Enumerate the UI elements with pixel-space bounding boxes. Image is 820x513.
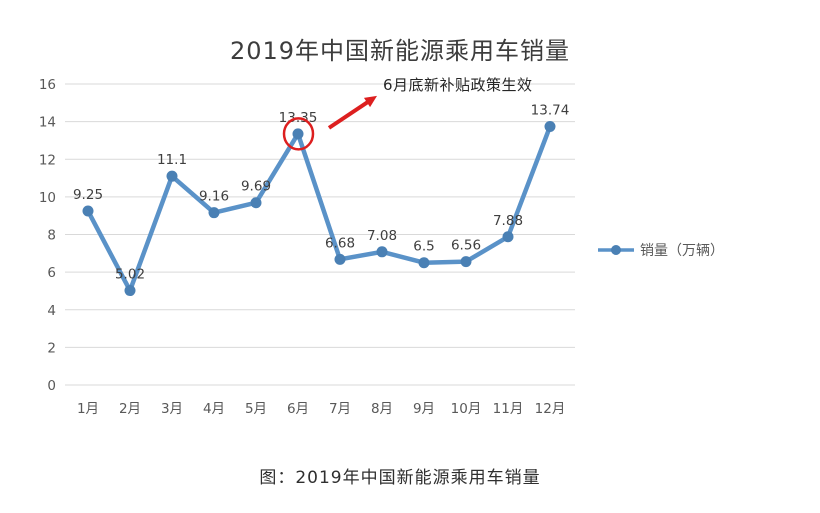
annotation-arrow-head [363,95,377,108]
x-axis-label: 8月 [371,401,393,417]
data-point-marker [208,207,220,219]
data-point-marker [334,253,346,265]
data-point-label: 13.74 [531,103,570,119]
data-point-label: 11.1 [157,152,187,168]
data-point-marker [166,170,178,182]
x-axis-label: 1月 [77,401,99,417]
data-point-label: 7.08 [367,228,397,244]
chart-title: 2019年中国新能源乘用车销量 [229,37,571,65]
y-axis-label: 16 [39,77,56,93]
x-axis-label: 6月 [287,401,309,417]
data-point-label: 6.68 [325,235,355,251]
x-axis-label: 4月 [203,401,225,417]
data-point-marker [376,246,388,258]
chart-caption: 图：2019年中国新能源乘用车销量 [259,468,541,488]
data-point-label: 6.56 [451,238,481,254]
data-point-marker [502,231,514,243]
highlight-circle [282,117,315,151]
x-axis-label: 5月 [245,401,267,417]
data-point-label: 9.16 [199,189,229,205]
data-point-marker [418,257,430,269]
annotation-arrow-shaft [327,99,370,130]
data-point-marker [124,285,136,297]
data-point-label: 5.02 [115,267,145,283]
legend: 销量（万辆） [597,240,724,260]
data-point-marker [292,128,304,140]
x-axis-label: 3月 [161,401,183,417]
chart-canvas: 0 2 4 6 8 10 12 14 16 1月 2月 3月 4月 5月 6月 7月 8月 9月 10月 11月 12月… [39,77,575,417]
sales-line [85,124,553,293]
legend-line-marker-icon [598,245,634,255]
x-axis-label: 10月 [451,401,482,417]
y-axis-label: 0 [47,378,56,394]
data-point-label: 7.88 [493,213,523,229]
x-axis-label: 9月 [413,401,435,417]
x-axis-label: 12月 [535,401,566,417]
data-point-marker [250,197,262,209]
legend-label: 销量（万辆） [640,243,724,259]
annotation-label: 6月底新补贴政策生效 [383,76,533,94]
y-axis-label: 2 [47,340,56,356]
x-axis-label: 11月 [493,401,524,417]
y-axis-label: 12 [39,152,56,168]
y-axis-label: 4 [47,303,56,319]
data-point-marker [82,205,94,217]
y-axis-label: 14 [39,115,56,131]
data-point-marker [544,121,556,133]
x-axis-label: 7月 [329,401,351,417]
x-axis-label: 2月 [119,401,141,417]
legend-marker [611,245,621,255]
y-axis-label: 10 [39,190,56,206]
y-axis-label: 8 [47,228,56,244]
data-point-marker [460,256,472,268]
data-point-label: 9.69 [241,179,271,195]
data-point-label: 9.25 [73,187,103,203]
y-axis-label: 6 [47,265,56,281]
data-point-label: 6.5 [413,239,434,255]
